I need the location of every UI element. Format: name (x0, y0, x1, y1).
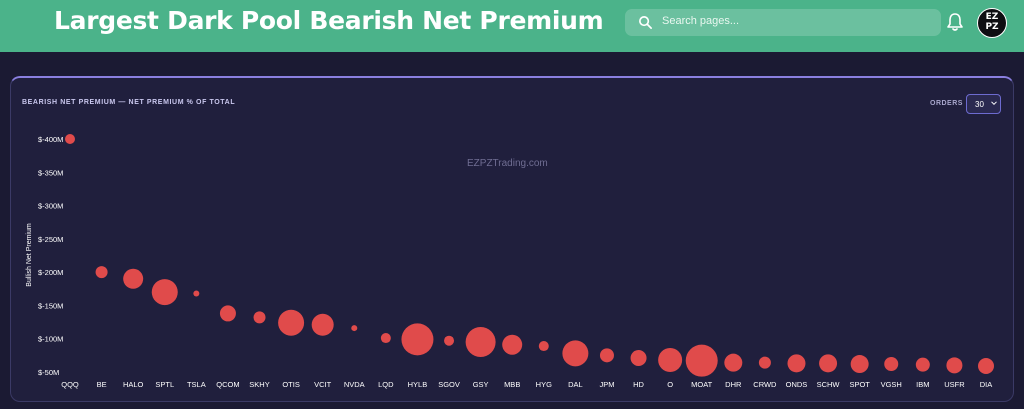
bubble-gsy[interactable] (465, 327, 496, 358)
bubble-ibm[interactable] (915, 357, 930, 372)
top-bar: Largest Dark Pool Bearish Net Premium Se… (0, 0, 1024, 52)
bubble-halo[interactable] (123, 268, 144, 289)
bubble-dia[interactable] (978, 358, 994, 375)
x-tick-label: SCHW (817, 380, 841, 389)
bubble-vgsh[interactable] (884, 357, 899, 372)
x-tick-label: IBM (916, 380, 929, 389)
bubble-lqd[interactable] (380, 333, 391, 344)
bubble-usfr[interactable] (946, 357, 963, 374)
search-placeholder: Search pages... (662, 15, 740, 27)
y-tick-label: $-50M (38, 368, 59, 377)
bubble-dal[interactable] (562, 340, 589, 367)
x-tick-label: DAL (568, 380, 583, 389)
x-tick-label: SPOT (849, 380, 870, 389)
x-tick-label: CRWD (753, 380, 777, 389)
x-tick-label: USFR (944, 380, 965, 389)
bubble-be[interactable] (95, 266, 108, 279)
bell-icon[interactable] (946, 12, 964, 32)
x-tick-label: LQD (378, 380, 394, 389)
bubble-vcit[interactable] (311, 313, 334, 336)
bubble-hyg[interactable] (538, 341, 549, 352)
y-axis-title: Bullish Net Premium (26, 223, 33, 287)
x-tick-label: HYLB (408, 380, 428, 389)
x-tick-label: SGOV (438, 380, 460, 389)
bubble-hylb[interactable] (401, 323, 434, 356)
bubble-onds[interactable] (787, 354, 806, 373)
orders-selected-value: 30 (975, 100, 984, 109)
x-tick-label: DIA (980, 380, 993, 389)
y-tick-label: $-150M (38, 301, 63, 310)
bubble-qqq[interactable] (65, 134, 75, 144)
y-tick-label: $-350M (38, 168, 63, 177)
page-title: Largest Dark Pool Bearish Net Premium (54, 6, 604, 35)
chart-title: BEARISH NET PREMIUM — NET PREMIUM % OF T… (22, 99, 236, 106)
search-input[interactable]: Search pages... (625, 9, 941, 36)
bubble-moat[interactable] (685, 344, 718, 377)
avatar[interactable]: EZ PZ (977, 8, 1007, 38)
y-tick-label: $-300M (38, 202, 63, 211)
x-tick-label: MOAT (691, 380, 713, 389)
x-tick-label: JPM (599, 380, 614, 389)
x-tick-label: QQQ (61, 380, 79, 389)
x-tick-label: SPTL (155, 380, 174, 389)
bubble-sptl[interactable] (151, 279, 178, 306)
bubble-jpm[interactable] (599, 348, 614, 363)
bubble-qcom[interactable] (219, 305, 236, 322)
x-tick-label: MBB (504, 380, 520, 389)
bubble-sgov[interactable] (444, 335, 455, 346)
bubble-o[interactable] (658, 348, 683, 373)
orders-label: ORDERS (930, 100, 963, 107)
orders-select[interactable]: 30 (966, 94, 1001, 114)
x-tick-label: DHR (725, 380, 742, 389)
chevron-down-icon (991, 101, 997, 106)
bubble-mbb[interactable] (502, 334, 523, 355)
x-tick-label: HD (633, 380, 644, 389)
bubble-otis[interactable] (278, 309, 305, 336)
x-tick-label: QCOM (216, 380, 239, 389)
x-tick-label: TSLA (187, 380, 206, 389)
x-tick-label: HYG (536, 380, 552, 389)
bubble-tsla[interactable] (193, 290, 200, 297)
x-tick-label: SKHY (249, 380, 269, 389)
x-tick-label: HALO (123, 380, 144, 389)
y-tick-label: $-400M (38, 135, 63, 144)
y-tick-label: $-250M (38, 235, 63, 244)
x-tick-label: VCIT (314, 380, 332, 389)
bubble-skhy[interactable] (253, 311, 266, 324)
x-tick-label: OTIS (282, 380, 300, 389)
x-tick-label: BE (97, 380, 107, 389)
watermark: EZPZTrading.com (467, 158, 548, 169)
bubble-spot[interactable] (850, 355, 869, 374)
x-tick-label: O (667, 380, 673, 389)
bubble-schw[interactable] (819, 354, 838, 373)
x-tick-label: VGSH (881, 380, 902, 389)
x-tick-label: ONDS (786, 380, 808, 389)
x-tick-label: NVDA (344, 380, 365, 389)
x-tick-label: GSY (473, 380, 489, 389)
y-tick-label: $-100M (38, 335, 63, 344)
bubble-crwd[interactable] (758, 356, 771, 369)
y-tick-label: $-200M (38, 268, 63, 277)
bubble-hd[interactable] (630, 350, 647, 367)
bubble-dhr[interactable] (724, 353, 743, 372)
bubble-nvda[interactable] (351, 325, 358, 332)
search-icon (639, 16, 652, 29)
avatar-logo-text: EZ PZ (985, 12, 999, 32)
